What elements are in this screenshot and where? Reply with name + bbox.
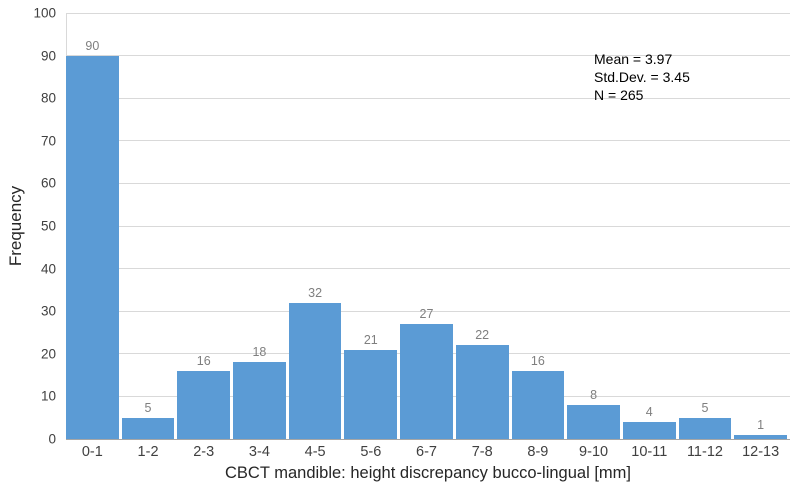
y-tick-label: 10 xyxy=(40,388,56,404)
x-axis-line xyxy=(66,439,790,440)
x-tick-label: 8-9 xyxy=(527,444,549,460)
x-tick-label: 6-7 xyxy=(416,444,437,460)
bar-value-label: 16 xyxy=(530,353,545,368)
bar-value-label: 27 xyxy=(419,306,434,321)
bar-value-label: 16 xyxy=(196,353,211,368)
plot-area: 90 5 16 18 32 21 27 22 16 8 4 5 1 xyxy=(66,12,790,440)
x-tick-label: 2-3 xyxy=(193,444,215,460)
gridline xyxy=(66,310,790,312)
y-tick-label: 0 xyxy=(48,431,56,447)
stat-stddev: Std.Dev. = 3.45 xyxy=(594,69,690,85)
gridline xyxy=(66,55,790,57)
x-tick-label: 5-6 xyxy=(360,444,382,460)
bar xyxy=(288,302,342,439)
x-tick-label: 9-10 xyxy=(579,444,609,460)
y-tick-label: 80 xyxy=(40,90,56,106)
x-tick-label: 7-8 xyxy=(471,444,493,460)
x-tick-label: 4-5 xyxy=(304,444,326,460)
y-tick-label: 40 xyxy=(40,261,56,277)
y-tick-label: 20 xyxy=(40,346,56,362)
gridline xyxy=(66,268,790,270)
x-tick-label: 12-13 xyxy=(742,444,780,460)
gridline xyxy=(66,182,790,184)
y-tick-label: 100 xyxy=(33,5,56,21)
bar-value-label: 18 xyxy=(252,345,267,360)
bar xyxy=(511,370,565,439)
bar-value-label: 32 xyxy=(308,285,323,300)
bar xyxy=(455,345,509,439)
gridline xyxy=(66,97,790,99)
bar xyxy=(622,421,676,439)
bar xyxy=(66,55,119,439)
gridline xyxy=(66,225,790,227)
bar-value-label: 5 xyxy=(701,400,709,415)
x-tick-label: 10-11 xyxy=(631,444,668,460)
x-tick-label: 1-2 xyxy=(137,444,159,460)
y-tick-label: 30 xyxy=(40,303,56,319)
bar xyxy=(344,349,398,439)
x-tick-label: 3-4 xyxy=(248,444,270,460)
bar xyxy=(233,362,286,439)
bar xyxy=(400,323,453,439)
y-tick-label: 90 xyxy=(40,48,56,64)
bar xyxy=(734,434,787,439)
y-tick-label: 60 xyxy=(40,175,56,191)
gridline xyxy=(66,12,790,14)
x-axis-title: CBCT mandible: height discrepancy bucco-… xyxy=(225,464,631,482)
bar xyxy=(678,417,732,439)
y-tick-label: 70 xyxy=(40,133,56,149)
bar-value-label: 1 xyxy=(757,417,765,432)
bar-value-label: 4 xyxy=(645,404,653,419)
stat-mean: Mean = 3.97 xyxy=(594,51,673,67)
stats-annotation: Mean = 3.97 Std.Dev. = 3.45 N = 265 xyxy=(594,50,690,104)
x-tick-label: 11-12 xyxy=(686,444,723,460)
bar-value-label: 90 xyxy=(85,38,100,53)
bar xyxy=(567,404,620,439)
bar xyxy=(121,417,175,439)
bar-value-label: 21 xyxy=(363,332,378,347)
bar-value-label: 8 xyxy=(590,387,598,402)
gridline xyxy=(66,140,790,142)
x-tick-label: 0-1 xyxy=(81,444,103,460)
bar-value-label: 22 xyxy=(475,328,490,343)
y-tick-label: 50 xyxy=(40,218,56,234)
stat-n: N = 265 xyxy=(594,87,644,103)
bar-value-label: 5 xyxy=(144,400,152,415)
bar xyxy=(177,370,231,439)
